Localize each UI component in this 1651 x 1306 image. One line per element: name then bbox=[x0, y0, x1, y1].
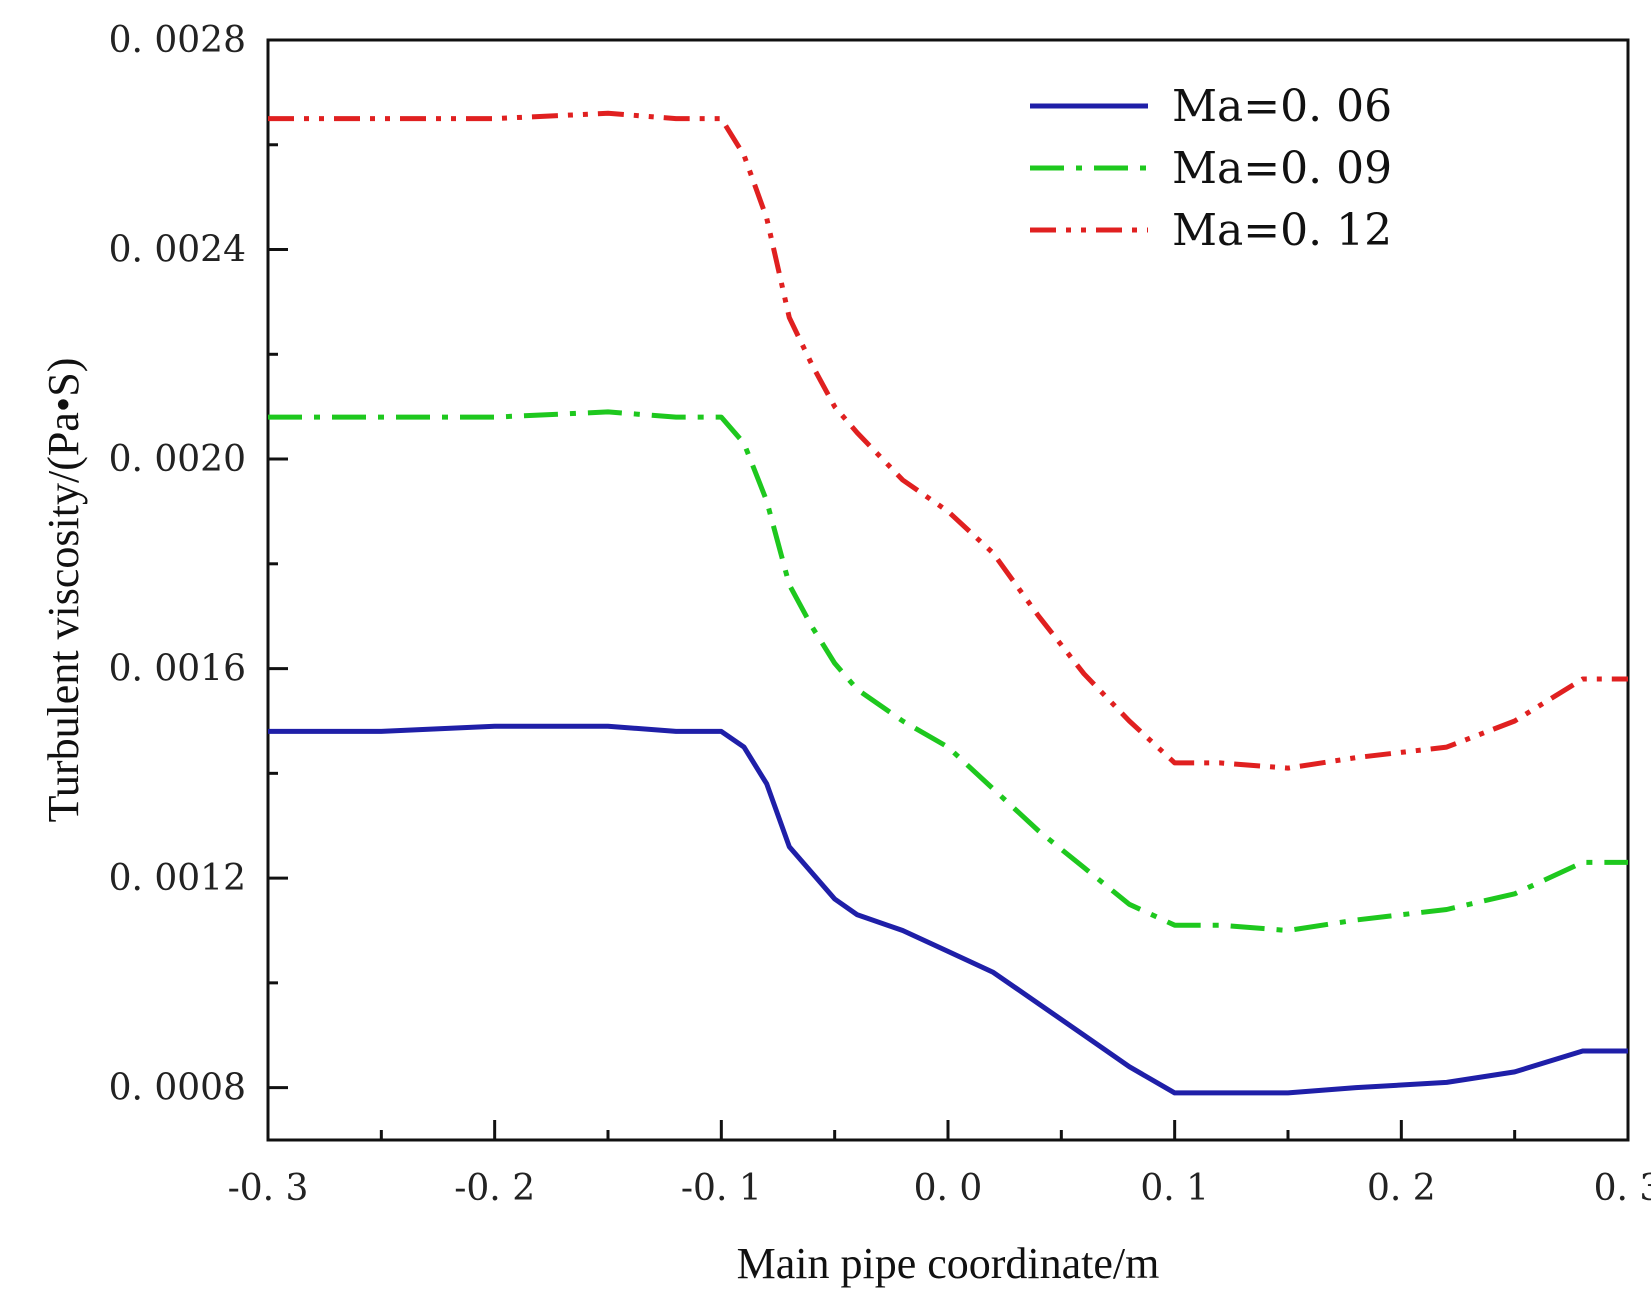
y-tick-label: 0. 0012 bbox=[109, 858, 246, 899]
y-tick-label: 0. 0024 bbox=[109, 230, 246, 271]
legend: Ma=0. 06 Ma=0. 09 Ma=0. 12 bbox=[1030, 81, 1392, 256]
series-line-2 bbox=[268, 409, 1628, 933]
y-axis-title: Turbulent viscosity/(Pa•S) bbox=[39, 358, 88, 823]
y-tick-label: 0. 0008 bbox=[109, 1068, 246, 1109]
series-line-1 bbox=[268, 723, 1628, 1096]
x-axis-ticks: -0. 3 -0. 2 -0. 1 0. 0 0. 1 0. 2 0. 3 bbox=[228, 1120, 1651, 1209]
y-tick-label: 0. 0028 bbox=[109, 20, 246, 61]
series-line-3 bbox=[268, 110, 1628, 771]
x-axis-title: Main pipe coordinate/m bbox=[737, 1239, 1160, 1288]
x-tick-label: 0. 2 bbox=[1367, 1168, 1436, 1209]
legend-label-1: Ma=0. 06 bbox=[1172, 81, 1392, 132]
x-tick-label: 0. 0 bbox=[914, 1168, 983, 1209]
legend-label-3: Ma=0. 12 bbox=[1172, 205, 1392, 256]
y-tick-label: 0. 0020 bbox=[109, 439, 246, 480]
x-tick-label: -0. 1 bbox=[681, 1168, 762, 1209]
y-tick-label: 0. 0016 bbox=[109, 649, 246, 690]
x-tick-label: -0. 3 bbox=[228, 1168, 309, 1209]
plot-frame bbox=[266, 38, 1630, 1142]
y-axis-ticks: 0. 0008 0. 0012 0. 0016 0. 0020 0. 0024 0. 00… bbox=[109, 20, 288, 1109]
x-tick-label: -0. 2 bbox=[454, 1168, 535, 1209]
series-layer bbox=[268, 110, 1628, 1096]
legend-label-2: Ma=0. 09 bbox=[1172, 143, 1392, 194]
x-tick-label: 0. 3 bbox=[1594, 1168, 1651, 1209]
x-tick-label: 0. 1 bbox=[1140, 1168, 1209, 1209]
